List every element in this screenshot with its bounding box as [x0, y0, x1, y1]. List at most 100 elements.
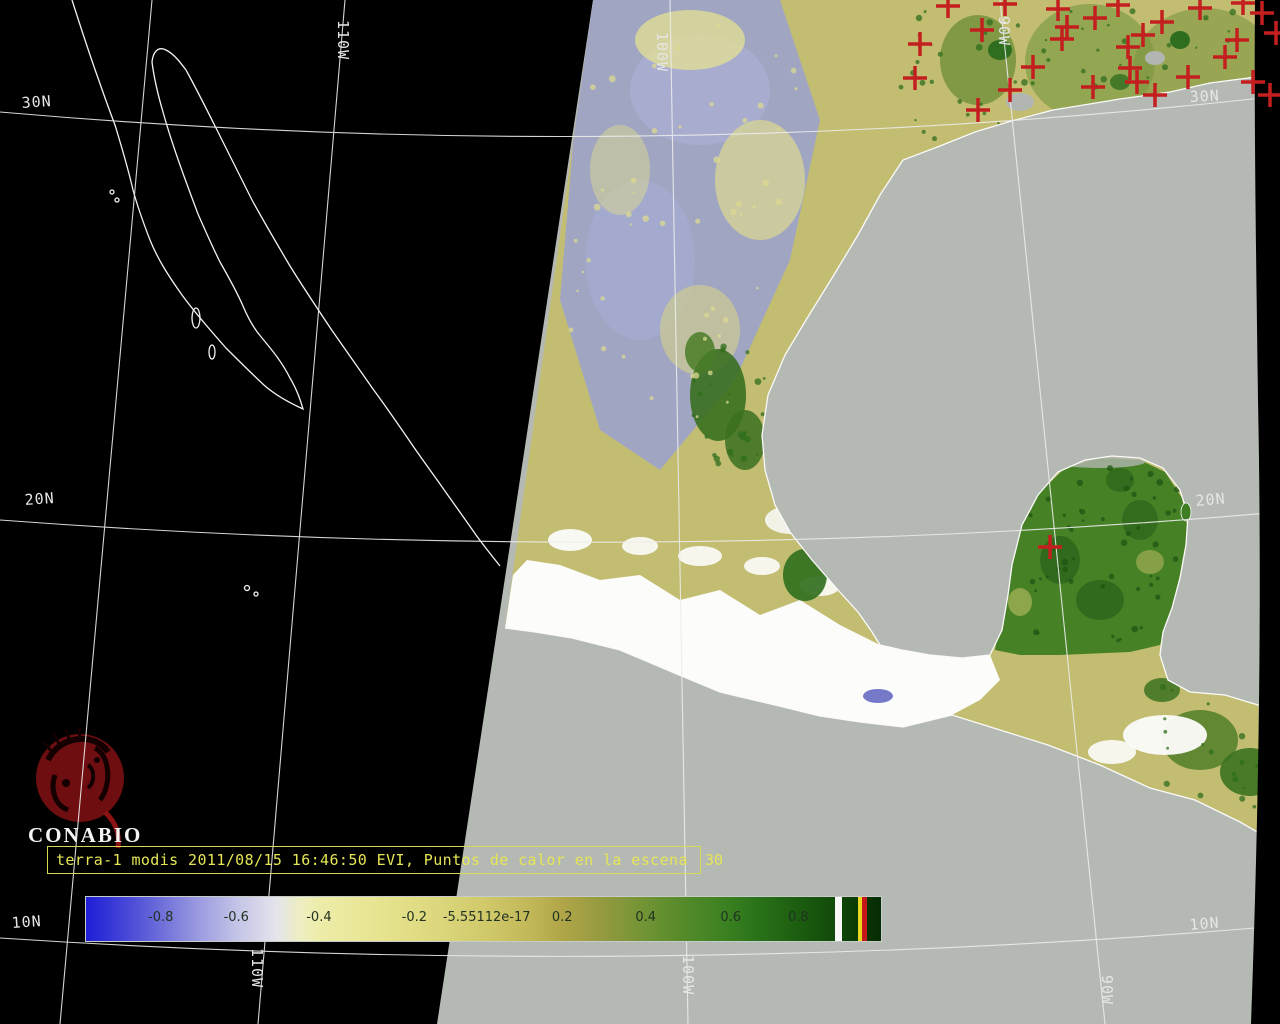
speckle-dot [1100, 517, 1105, 522]
meridian-115w [59, 0, 153, 1024]
fire-point-marker [1188, 0, 1212, 20]
grid-label-30n: 30N [1189, 86, 1220, 106]
speckle-dot [755, 453, 759, 456]
speckle-dot [600, 296, 605, 301]
speckle-dot [717, 334, 721, 338]
speckle-dot [1165, 510, 1171, 516]
speckle-dot [1163, 717, 1167, 721]
grid-label-110w: 110W [248, 948, 266, 988]
baja-coastlines [71, 0, 501, 597]
blue-patch [585, 180, 695, 340]
speckle-dot [659, 220, 666, 226]
grid-label-100w: 100W [679, 955, 697, 995]
speckle-dot [1136, 586, 1141, 592]
speckle-dot [740, 455, 748, 463]
speckle-dot [710, 306, 715, 311]
speckle-dot [1139, 626, 1143, 630]
speckle-dot [742, 118, 748, 123]
speckle-dot [997, 122, 1000, 125]
speckle-dot [709, 382, 713, 386]
colorbar-stripe-red [862, 897, 867, 941]
cloud-mass [505, 560, 1000, 727]
grid-label-10n: 10N [11, 912, 42, 932]
coastline-mainland-west [185, 69, 501, 567]
speckle-dot [1061, 558, 1068, 566]
coastline-pacific [504, 627, 1280, 846]
speckle-dot [1147, 470, 1154, 478]
speckle-dot [1111, 634, 1115, 639]
colorbar-tick: 0.2 [551, 910, 573, 925]
forest-patch [685, 332, 715, 372]
speckle-dot [715, 460, 722, 467]
speckle-dot [1166, 746, 1169, 750]
speckle-dot [737, 431, 745, 439]
colorbar-tick: -0.4 [306, 910, 332, 925]
speckle-dot [568, 327, 574, 333]
speckle-dot [1206, 702, 1210, 706]
parallel-20n [0, 511, 1280, 543]
logo-eye [62, 779, 70, 787]
speckle-dot [649, 396, 654, 400]
speckle-dot [586, 258, 591, 263]
speckle-dot [1172, 508, 1177, 513]
speckle-dot [1195, 46, 1198, 49]
speckle-dot [593, 203, 601, 211]
fire-point-marker [1264, 21, 1280, 45]
speckle-dot [1107, 23, 1110, 27]
green-patch [940, 15, 1016, 105]
island-dot [253, 591, 259, 597]
speckle-dot [1081, 27, 1084, 31]
colorbar-tick: 0.8 [787, 910, 809, 925]
lake [1145, 51, 1165, 65]
speckle-dot [713, 455, 720, 462]
speckle-dot [1045, 496, 1051, 502]
speckle-dot [1068, 578, 1074, 584]
swath-right-margin [1251, 0, 1280, 1024]
logo-tail [103, 810, 121, 849]
fire-point-marker [1116, 35, 1140, 59]
cloud [548, 529, 592, 551]
speckle-dot [1071, 557, 1075, 561]
speckle-dot [929, 79, 934, 85]
speckle-dot [632, 191, 636, 194]
speckle-dot [1120, 539, 1128, 546]
island-cozumel [1180, 502, 1192, 522]
speckle-dot [921, 129, 926, 134]
speckle-dot [713, 156, 720, 164]
grid-label-20n: 20N [24, 489, 55, 509]
fire-point-marker [1118, 56, 1142, 80]
logo-beak [86, 763, 96, 790]
speckle-dot [1108, 573, 1115, 580]
fire-point-marker [970, 18, 994, 42]
speckle-dot [1252, 804, 1257, 809]
speckle-dot [774, 54, 778, 58]
conabio-logo: CONABIO [28, 727, 140, 849]
speckle-dot [1201, 743, 1205, 746]
speckle-dot [704, 312, 709, 318]
speckle-dot [600, 188, 605, 192]
speckle-dot [776, 127, 781, 131]
fire-point-marker [1143, 83, 1167, 107]
speckle-dot [727, 393, 731, 396]
island-tiburon [191, 307, 201, 329]
speckle-dot [915, 59, 920, 65]
speckle-dot [1029, 578, 1036, 585]
speckle-dot [730, 208, 737, 216]
fire-point-marker [1055, 15, 1079, 39]
cloud [1088, 740, 1136, 764]
speckle-dot [1227, 30, 1231, 33]
speckle-dot [986, 19, 993, 26]
speckle-dot [1172, 556, 1179, 562]
speckle-dot [915, 14, 923, 22]
fire-points-layer [903, 0, 1280, 559]
speckle-dot [1062, 513, 1067, 518]
coastline-california-baja-west [71, 0, 304, 411]
colorbar-tick: 0.6 [720, 910, 742, 925]
speckle-dot [1028, 513, 1033, 518]
fire-point-marker [1038, 535, 1062, 559]
fire-point-marker [908, 32, 932, 56]
fire-point-marker [998, 78, 1022, 102]
speckle-dot [704, 435, 709, 439]
speckle-dot [1030, 81, 1035, 86]
speckle-dot [1121, 38, 1128, 44]
